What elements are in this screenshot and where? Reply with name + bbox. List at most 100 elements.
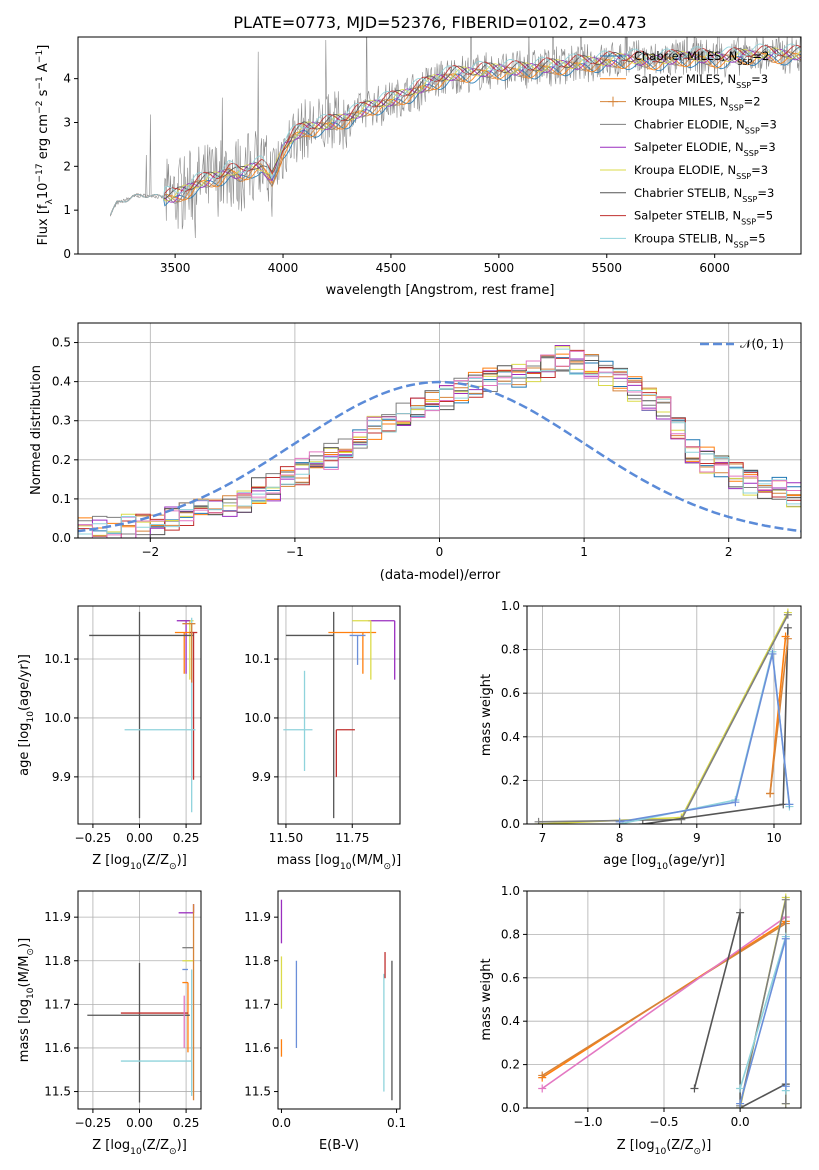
x-axis-label: (data-model)/error [380,568,501,583]
y-axis-label: Flux [fλ10−17 erg cm−2 s−1 A−1] [35,45,55,246]
y-axis-label: mass weight [479,674,494,756]
legend-label: Chabrier MILES, NSSP=2 [634,49,769,67]
mass-vs-ebv-panel: 0.0 0.1 11.5 11.6 11.7 11.8 11.9 E(B-V) [244,890,406,1153]
point-marker [783,610,792,619]
y-tick-label: 0 [63,247,71,261]
point-marker [781,1082,790,1091]
point-marker [638,820,647,824]
y-tick-label: 11.9 [244,910,271,924]
x-tick-label: 4000 [268,261,299,275]
x-tick-label: 7 [539,831,547,845]
point-marker [538,1084,547,1093]
legend-label: Chabrier STELIB, NSSP=3 [634,186,774,204]
legend-label: Chabrier ELODIE, NSSP=3 [634,117,777,135]
y-tick-label: 4 [63,72,71,86]
plot-area [534,608,794,824]
weight-line [619,651,791,824]
point-marker [736,1099,745,1108]
point-marker [781,1099,790,1108]
y-tick-label: 10.0 [244,711,271,725]
x-tick-label: −0.25 [75,1116,112,1130]
x-tick-label: 4500 [376,261,407,275]
y-axis-label: Normed distribution [29,365,44,495]
y-tick-label: 3 [63,115,71,129]
histogram-step [78,350,801,538]
x-tick-label: 11.50 [269,831,303,845]
y-tick-label: 9.9 [52,770,71,784]
spectrum-panel: 3500 4000 4500 5000 5500 6000 0 1 2 3 4 wavelength … [35,36,802,298]
legend-label: Kroupa STELIB, NSSP=5 [634,231,766,249]
model-line [109,43,801,216]
x-axis-label: wavelength [Angstrom, rest frame] [326,283,555,298]
weight-line [739,899,787,1106]
y-tick-label: 11.5 [44,1085,71,1099]
y-tick-label: 0.4 [501,1014,520,1028]
weight-line [538,612,789,824]
x-tick-label: 0.25 [173,831,200,845]
legend-marker [608,96,618,107]
point-marker [534,817,543,824]
legend-label: 𝒩(0, 1) [740,337,784,351]
point-marker [768,649,777,658]
age-vs-mass-panel: 11.50 11.75 9.9 10.0 10.1 mass [log10(M/M⊙)] [244,605,401,872]
point-marker [783,634,792,643]
weight-line [538,614,789,823]
point-marker [781,895,790,904]
x-tick-label: 1 [580,545,588,559]
x-axis-label: mass [log10(M/M⊙)] [277,853,401,872]
x-tick-label: −1.0 [573,1115,602,1129]
x-tick-label: 0.00 [126,1116,153,1130]
y-tick-label: 0.5 [52,336,71,350]
point-marker [785,800,794,809]
x-axis-label: Z [log10(Z/Z⊙)] [92,853,187,872]
model-line [109,52,801,216]
plot-area [87,904,195,1103]
point-marker [690,1084,699,1093]
residual-histogram-panel: −2 −1 0 1 2 0.0 0.1 0.2 0.3 0.4 0.5 (data-model)/er… [29,322,802,583]
weight-line [693,912,787,1108]
y-tick-label: 10.1 [244,652,271,666]
x-tick-label: 6000 [699,261,730,275]
legend-label: Salpeter STELIB, NSSP=5 [634,209,773,227]
y-tick-label: 11.8 [44,954,71,968]
y-tick-label: 11.6 [44,1041,71,1055]
x-tick-label: −0.25 [75,831,112,845]
plot-area [78,345,801,538]
y-axis-label: mass [log10(M/M⊙)] [17,938,36,1062]
legend-label: Kroupa MILES, NSSP=2 [634,95,761,113]
y-tick-label: 11.6 [244,1041,271,1055]
weight-line [541,916,787,1090]
mass-weight-vs-metallicity-panel: −1.0 −0.5 0.0 0.0 0.2 0.4 0.6 0.8 1.0 Z [log10(Z/… [479,884,802,1157]
x-axis-label: Z [log10(Z/Z⊙)] [92,1138,187,1157]
y-tick-label: 10.1 [44,652,71,666]
y-tick-label: 0.4 [501,730,520,744]
x-tick-label: 3500 [160,261,191,275]
plot-area [538,893,790,1108]
x-tick-label: 5500 [591,261,622,275]
legend-label: Salpeter MILES, NSSP=3 [634,72,768,90]
model-line [109,44,801,216]
point-marker [615,817,624,824]
y-tick-label: 2 [63,159,71,173]
x-tick-label: −2 [141,545,159,559]
figure-title: PLATE=0773, MJD=52376, FIBERID=0102, z=0… [233,13,646,32]
x-tick-label: 0.00 [126,831,153,845]
weight-line [541,922,787,1077]
histogram-step [78,348,801,538]
y-tick-label: 0.0 [52,531,71,545]
x-tick-label: 0 [436,545,444,559]
y-tick-label: 0.0 [501,817,520,831]
y-tick-label: 0.6 [501,686,520,700]
y-tick-label: 1.0 [501,884,520,898]
point-marker [781,934,790,943]
y-tick-label: 11.7 [244,997,271,1011]
point-marker [736,1084,745,1093]
point-marker [736,908,745,917]
axes-frame [526,605,802,825]
legend-label: Salpeter ELODIE, NSSP=3 [634,140,776,158]
x-axis-label: Z [log10(Z/Z⊙)] [617,1138,712,1157]
plot-area [283,611,396,819]
axes-frame [77,36,802,255]
axes-frame [277,605,401,825]
plot-area [109,37,801,239]
